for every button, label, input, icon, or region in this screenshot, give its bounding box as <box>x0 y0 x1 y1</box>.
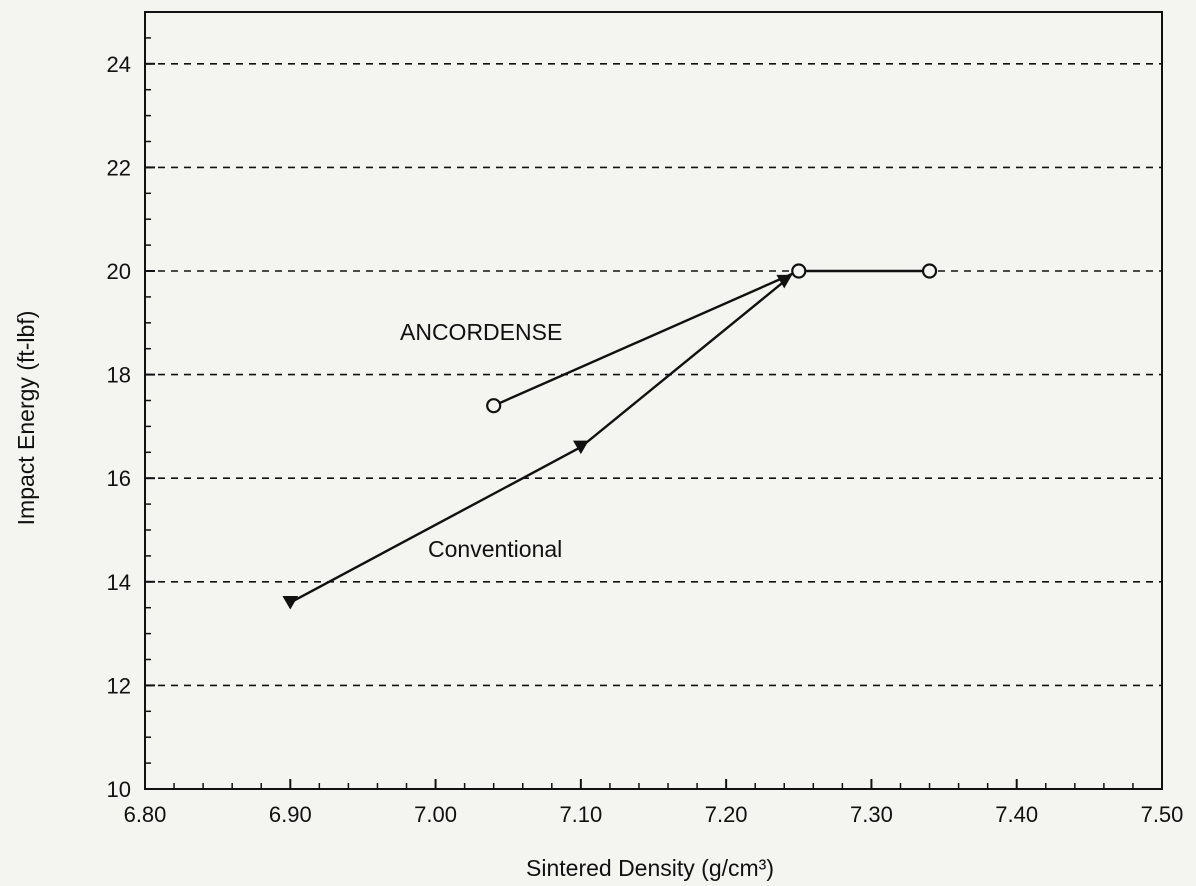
data-point-circle <box>921 263 938 279</box>
plot-area-frame <box>144 11 1163 790</box>
y-tick-label: 12 <box>107 673 131 698</box>
y-tick-label: 24 <box>107 52 131 77</box>
data-point-circle <box>791 263 807 279</box>
x-tick-label: 7.10 <box>559 802 602 827</box>
series-ancordense <box>486 263 938 414</box>
x-tick-label: 7.40 <box>995 802 1038 827</box>
y-tick-label: 14 <box>107 570 131 595</box>
x-tick-labels: 6.80 6.90 7.00 7.10 7.20 7.30 7.40 7.50 <box>124 802 1184 827</box>
data-point-circle <box>486 398 502 414</box>
x-tick-label: 7.50 <box>1141 802 1184 827</box>
y-tick-label: 20 <box>107 259 131 284</box>
series-label-ancordense: ANCORDENSE <box>400 319 562 345</box>
series-line-segment <box>289 446 582 604</box>
y-tick-labels: 10 12 14 16 18 20 22 24 <box>107 52 131 802</box>
x-tick-label: 7.00 <box>414 802 457 827</box>
y-tick-label: 10 <box>107 777 131 802</box>
y-tick-label: 16 <box>107 466 131 491</box>
y-axis-title: Impact Energy (ft-lbf) <box>13 311 39 526</box>
series-line-segment <box>580 280 786 449</box>
gridlines <box>145 62 1162 687</box>
series-conventional <box>282 274 793 610</box>
series-label-conventional: Conventional <box>428 536 562 562</box>
x-axis-title: Sintered Density (g/cm³) <box>526 855 774 881</box>
y-tick-label: 22 <box>107 155 131 180</box>
data-point-triangle <box>776 274 793 289</box>
y-tick-label: 18 <box>107 363 131 388</box>
data-point-triangle <box>572 440 589 455</box>
series-line-segment <box>493 269 800 407</box>
series-group <box>282 263 938 610</box>
x-tick-label: 7.20 <box>705 802 748 827</box>
x-tick-label: 6.80 <box>124 802 167 827</box>
data-point-triangle <box>282 596 299 610</box>
x-tick-label: 7.30 <box>850 802 893 827</box>
x-tick-label: 6.90 <box>269 802 312 827</box>
